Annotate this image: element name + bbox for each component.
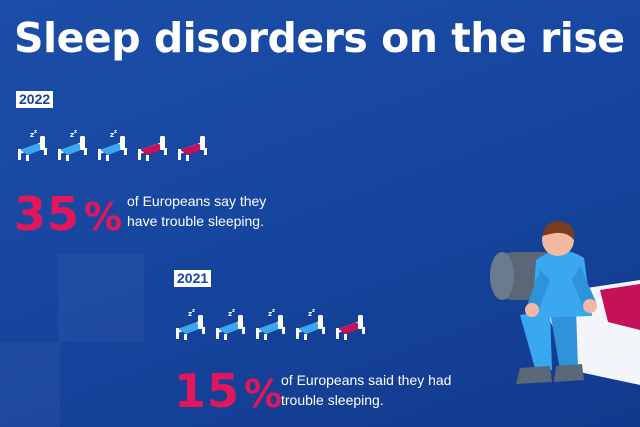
svg-text:z: z [74, 129, 77, 135]
percentage-value: 15 [174, 364, 241, 418]
percentage-value: 35 [14, 187, 81, 241]
background-square [58, 254, 144, 342]
svg-text:z: z [114, 129, 117, 135]
svg-text:z: z [228, 310, 232, 318]
empty-bed-icon [138, 136, 167, 161]
percent-sign: % [244, 372, 283, 416]
svg-text:z: z [308, 310, 312, 318]
svg-text:z: z [268, 310, 272, 318]
percentage-2021: 15% [174, 368, 282, 414]
person-sitting-on-bed-illustration [490, 221, 640, 385]
svg-text:z: z [70, 131, 74, 139]
percent-sign: % [84, 195, 123, 239]
caption-2021: of Europeans said they had trouble sleep… [281, 372, 452, 408]
svg-text:z: z [110, 131, 114, 139]
caption-2022: of Europeans say they have trouble sleep… [127, 193, 267, 229]
svg-text:z: z [188, 310, 192, 318]
page-title: Sleep disorders on the rise [14, 14, 625, 62]
svg-text:z: z [30, 131, 34, 139]
svg-text:z: z [312, 308, 315, 314]
background-square [0, 342, 60, 427]
svg-text:z: z [232, 308, 235, 314]
empty-bed-icon [178, 136, 207, 161]
empty-bed-icon [336, 315, 365, 340]
svg-text:z: z [272, 308, 275, 314]
svg-text:z: z [192, 308, 195, 314]
year-badge-2021: 2021 [174, 270, 212, 287]
svg-text:z: z [34, 129, 37, 135]
percentage-2022: 35% [14, 191, 122, 237]
year-badge-2022: 2022 [16, 91, 54, 108]
